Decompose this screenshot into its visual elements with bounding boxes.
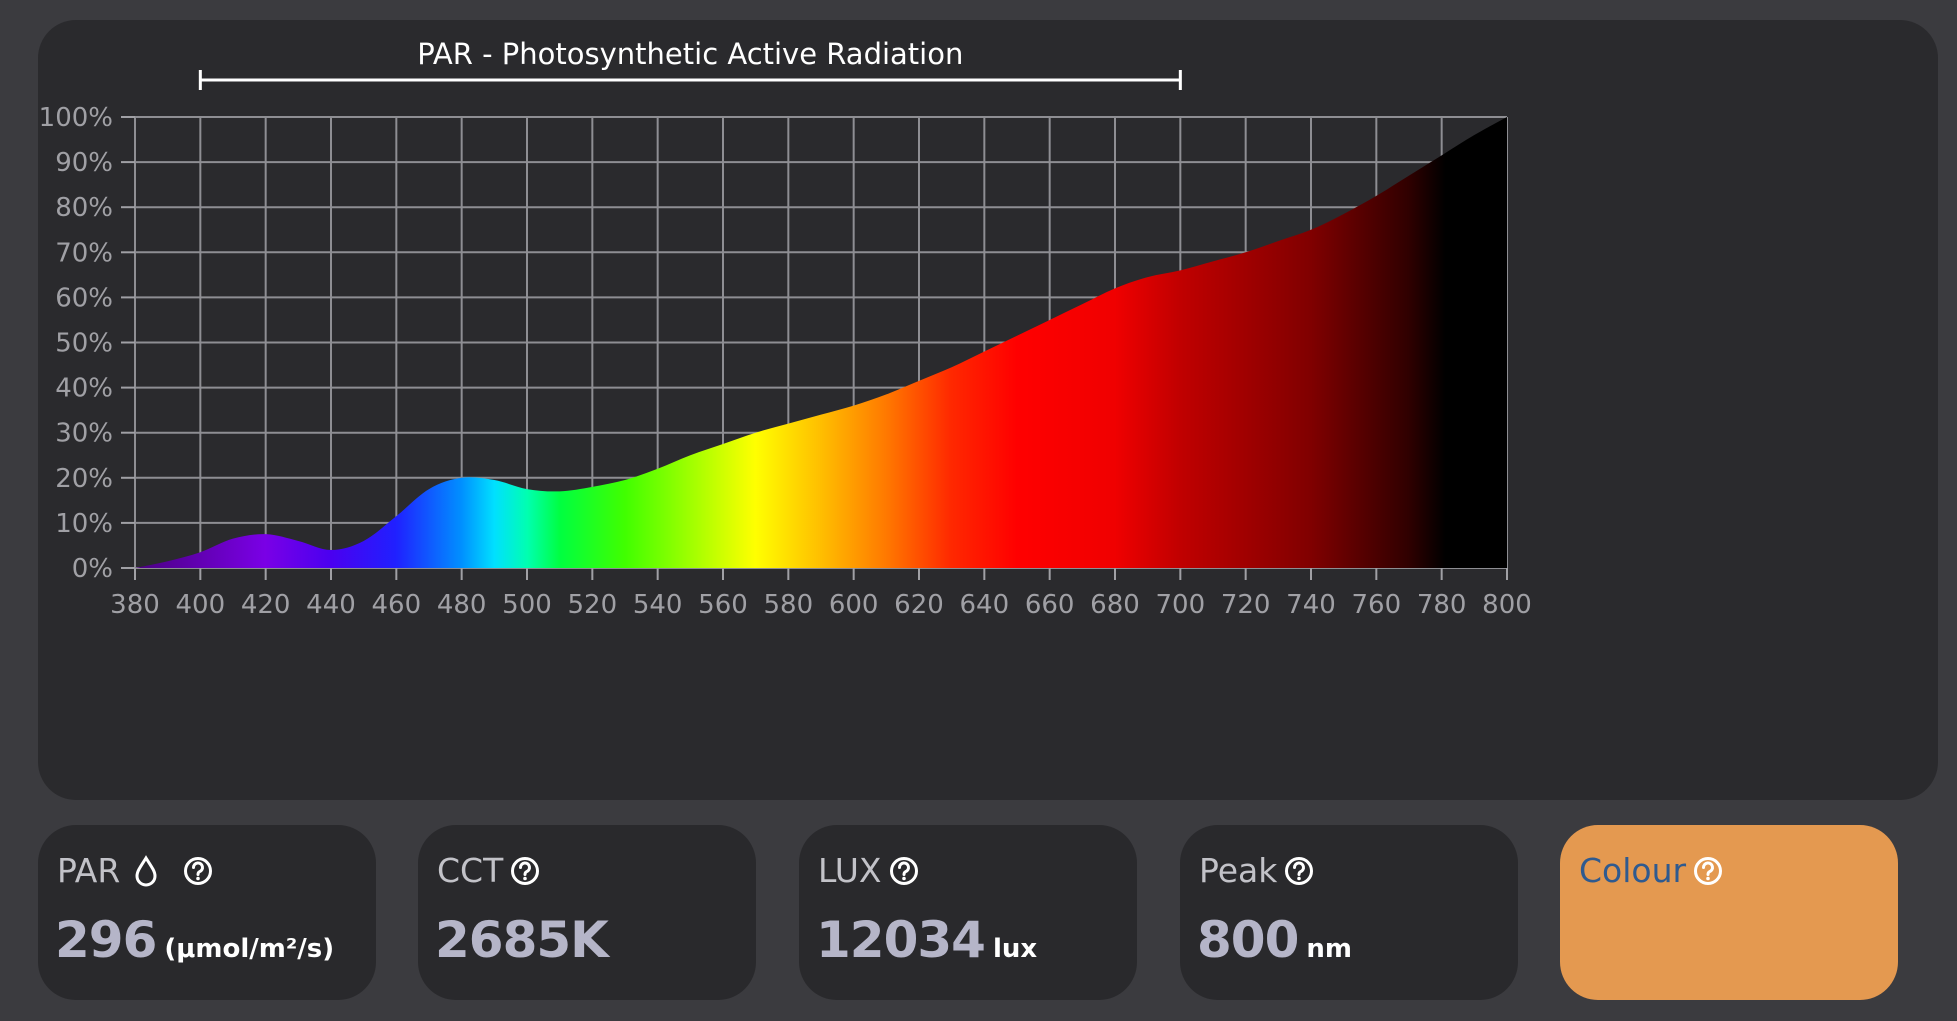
x-tick-label: 660: [1025, 590, 1075, 620]
chart-panel: 380 400 420 440 460 480 500 520 540 560 580 600 620 6…: [38, 20, 1938, 800]
x-tick-label: 760: [1352, 590, 1402, 620]
x-tick-label: 700: [1156, 590, 1206, 620]
x-tick-label: 560: [698, 590, 748, 620]
par-label: PAR: [57, 851, 121, 890]
chart-title: PAR - Photosynthetic Active Radiation: [417, 37, 963, 71]
lux-card-title: LUX: [818, 851, 920, 890]
x-tick-label: 740: [1286, 590, 1336, 620]
par-value-row: 296 (μmol/m²/s): [55, 911, 334, 969]
lux-card: LUX 12034 lux: [799, 825, 1137, 1000]
x-tick-label: 400: [176, 590, 226, 620]
y-tick-label: 50%: [55, 329, 113, 359]
cct-value: 2685K: [435, 911, 609, 969]
help-icon[interactable]: [888, 855, 920, 887]
y-tick-label: 100%: [39, 103, 113, 133]
x-tick-label: 380: [110, 590, 160, 620]
spectrum-chart: 380 400 420 440 460 480 500 520 540 560 580 600 620 6…: [39, 37, 1532, 620]
spectrum-area: [135, 117, 1507, 568]
x-tick-label: 540: [633, 590, 683, 620]
par-card: PAR 296 (μmol/m²/s): [38, 825, 376, 1000]
y-tick-label: 70%: [55, 238, 113, 268]
par-value: 296: [55, 911, 157, 969]
help-icon[interactable]: [1283, 855, 1315, 887]
y-tick-label: 90%: [55, 148, 113, 178]
par-card-title: PAR: [57, 851, 214, 890]
par-unit: (μmol/m²/s): [164, 934, 335, 964]
x-tick-label: 680: [1090, 590, 1140, 620]
x-tick-label: 780: [1417, 590, 1467, 620]
help-icon[interactable]: [1692, 855, 1724, 887]
peak-card: Peak 800 nm: [1180, 825, 1518, 1000]
colour-label: Colour: [1579, 851, 1687, 890]
x-tick-label: 720: [1221, 590, 1271, 620]
x-tick-label: 460: [372, 590, 422, 620]
y-tick-label: 80%: [55, 193, 113, 223]
x-tick-label: 480: [437, 590, 487, 620]
y-tick-label: 20%: [55, 464, 113, 494]
help-icon[interactable]: [509, 855, 541, 887]
cct-card: CCT 2685K: [418, 825, 756, 1000]
lux-unit: lux: [992, 934, 1038, 964]
peak-card-title: Peak: [1199, 851, 1315, 890]
lux-label: LUX: [818, 851, 882, 890]
colour-card: Colour: [1560, 825, 1898, 1000]
cct-label: CCT: [437, 851, 504, 890]
x-tick-label: 800: [1482, 590, 1532, 620]
peak-unit: nm: [1306, 934, 1352, 964]
x-tick-label: 440: [306, 590, 356, 620]
peak-label: Peak: [1199, 851, 1278, 890]
y-tick-label: 30%: [55, 419, 113, 449]
lux-value: 12034: [816, 911, 986, 969]
x-tick-label: 500: [502, 590, 552, 620]
x-tick-label: 520: [568, 590, 618, 620]
par-range-bracket: [198, 70, 1182, 90]
cct-card-title: CCT: [437, 851, 541, 890]
cct-value-row: 2685K: [435, 911, 609, 969]
y-tick-label: 10%: [55, 509, 113, 539]
drop-icon: [135, 854, 157, 886]
axes: 380 400 420 440 460 480 500 520 540 560 580 600 620 6…: [39, 103, 1532, 620]
x-tick-label: 640: [960, 590, 1010, 620]
y-tick-label: 40%: [55, 374, 113, 404]
x-tick-label: 420: [241, 590, 291, 620]
help-icon[interactable]: [182, 855, 214, 887]
x-tick-label: 580: [764, 590, 814, 620]
x-tick-label: 600: [829, 590, 879, 620]
x-tick-label: 620: [894, 590, 944, 620]
colour-card-title: Colour: [1579, 851, 1724, 890]
y-tick-label: 60%: [55, 283, 113, 313]
lux-value-row: 12034 lux: [816, 911, 1037, 969]
metrics-cards: PAR 296 (μmol/m²/s) CCT 2685K: [38, 825, 1938, 1000]
peak-value: 800: [1197, 911, 1299, 969]
peak-value-row: 800 nm: [1197, 911, 1352, 969]
y-tick-label: 0%: [72, 554, 113, 584]
